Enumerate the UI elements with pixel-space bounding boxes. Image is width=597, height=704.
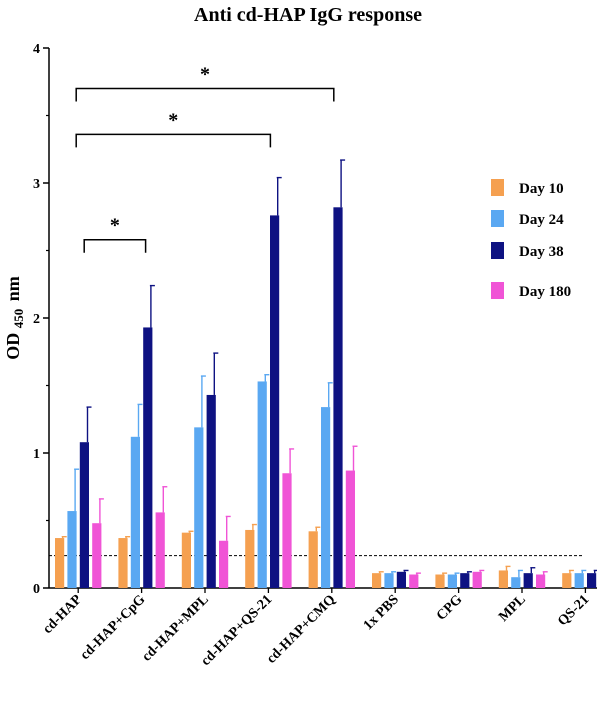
bar	[130, 436, 140, 588]
x-tick-label: cd-HAP	[40, 592, 85, 637]
bar	[67, 511, 77, 588]
y-axis-label-sub: 450	[11, 309, 26, 329]
bar	[562, 573, 572, 588]
significance-bracket	[83, 238, 147, 253]
significance-bracket	[75, 133, 272, 148]
legend-label: Day 38	[519, 244, 564, 260]
bar	[55, 538, 65, 588]
bar	[155, 512, 165, 588]
bar	[460, 573, 470, 588]
y-axis-label-unit: nm	[3, 276, 23, 301]
bar	[372, 573, 382, 588]
x-tick-label: cd-HAP+MPL	[139, 592, 211, 664]
legend-swatch	[491, 282, 504, 299]
y-tick-label: 4	[33, 42, 40, 57]
bar	[194, 427, 204, 588]
x-tick-label: cd-HAP+CMQ	[264, 592, 339, 667]
bar	[219, 540, 229, 588]
bar	[384, 573, 394, 588]
y-axis-label: OD 450 nm	[3, 276, 27, 360]
legend-label: Day 10	[519, 181, 564, 197]
bar	[409, 574, 419, 588]
bar	[345, 470, 355, 588]
y-tick-label: 3	[33, 177, 40, 192]
bar	[396, 571, 406, 588]
x-tick-label: MPL	[496, 592, 529, 625]
legend: Day 10 Day 24 Day 38 Day 180	[491, 179, 571, 300]
legend-label: Day 180	[519, 284, 571, 300]
significance-bracket	[75, 87, 335, 102]
bars	[55, 159, 597, 589]
legend-swatch	[491, 179, 504, 196]
significance-star: *	[168, 109, 178, 131]
bar	[574, 573, 584, 588]
chart-title: Anti cd-HAP IgG response	[194, 4, 422, 26]
bar	[536, 574, 546, 588]
y-axis: 0 1 2 3 4	[33, 42, 50, 597]
significance-star: *	[200, 64, 210, 86]
x-axis: cd-HAPcd-HAP+CpGcd-HAP+MPLcd-HAP+QS-21cd…	[40, 587, 597, 669]
bar	[308, 531, 318, 588]
bar	[206, 394, 216, 588]
bar	[511, 577, 521, 588]
y-tick-label: 2	[33, 312, 40, 327]
bar	[587, 573, 597, 588]
bar	[523, 573, 533, 588]
bar	[245, 529, 255, 588]
bar	[282, 473, 292, 588]
legend-swatch	[491, 242, 504, 259]
bar	[79, 442, 89, 588]
y-tick-label: 1	[33, 447, 40, 462]
bar	[92, 523, 102, 588]
significance-brackets: * * *	[75, 64, 335, 253]
bar	[498, 570, 508, 588]
bar	[270, 215, 280, 588]
bar	[321, 407, 331, 588]
x-tick-label: CPG	[434, 592, 466, 624]
bar	[257, 381, 267, 588]
bar	[118, 538, 128, 588]
bar	[143, 327, 153, 588]
x-tick-label: 1x PBS	[361, 592, 402, 633]
bar	[447, 574, 457, 588]
x-tick-label: cd-HAP+CpG	[78, 592, 149, 663]
x-tick-label: QS-21	[555, 592, 592, 629]
significance-star: *	[110, 215, 120, 237]
bar	[435, 574, 445, 588]
y-tick-label: 0	[33, 582, 40, 597]
legend-label: Day 24	[519, 212, 564, 228]
y-axis-label-main: OD	[3, 333, 23, 360]
legend-swatch	[491, 210, 504, 227]
bar	[181, 532, 191, 588]
bar	[472, 571, 482, 588]
bar	[333, 207, 343, 589]
